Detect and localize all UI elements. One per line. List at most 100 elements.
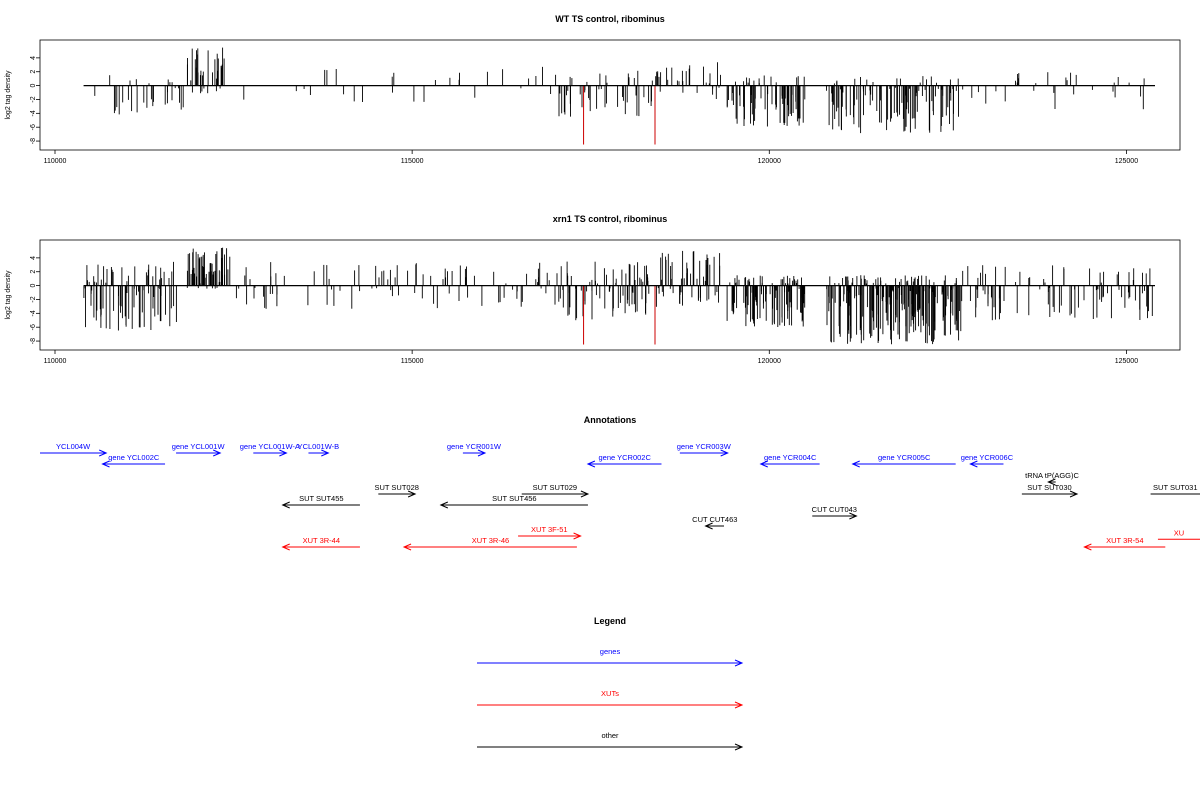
y-axis-label: log2 tag density: [5, 70, 12, 120]
arrow-head: [477, 449, 487, 457]
annotation-xut: XUT 3R-54: [1083, 536, 1166, 551]
annotation-label: XUT 3R-54: [1106, 536, 1143, 545]
annotation-other: SUT SUT029: [521, 483, 590, 498]
annotation-gene: gene YCR002C: [586, 453, 662, 468]
legend-entry: genes: [477, 647, 744, 667]
arrow-head: [1069, 490, 1079, 498]
annotation-label: CUT CUT043: [812, 505, 857, 514]
legend: Legend genes XUTs other: [477, 616, 744, 751]
annotation-other: SUT SUT028: [374, 483, 419, 498]
annotations-title: Annotations: [584, 415, 637, 425]
annotation-label: gene YCR003W: [677, 442, 732, 451]
annotation-label: gene YCL002C: [108, 453, 160, 462]
y-tick-label: -8: [30, 338, 37, 344]
y-tick-label: -6: [30, 324, 37, 330]
arrow-head: [851, 460, 860, 468]
y-tick-label: 4: [30, 56, 37, 60]
y-tick-label: 0: [30, 84, 37, 88]
annotation-gene: gene YCR003W: [677, 442, 732, 457]
annotation-label: SUT SUT456: [492, 494, 536, 503]
annotation-xut: XUT 3R-46: [402, 536, 577, 551]
arrow-head: [281, 543, 290, 551]
annotation-xut: XU: [1157, 528, 1200, 540]
y-tick-label: -8: [30, 138, 37, 144]
x-tick-label: 120000: [758, 358, 781, 365]
annotation-gene: gene YCR006C: [961, 453, 1014, 468]
arrow-head: [212, 449, 222, 457]
legend-label: other: [601, 731, 619, 740]
legend-items: genes XUTs other: [477, 647, 744, 751]
annotation-label: SUT SUT031: [1153, 483, 1197, 492]
x-tick-label: 110000: [44, 158, 67, 165]
annotation-label: gene YCR005C: [878, 453, 931, 462]
arrow-head: [734, 743, 744, 751]
track-panels: WT TS control, ribominus 4 2 0 -2 -4 -6 -8 log2 …: [5, 14, 1181, 365]
legend-label: genes: [600, 647, 621, 656]
y-tick-label: 0: [30, 284, 37, 288]
arrow-head: [1047, 478, 1056, 486]
annotation-gene: gene YCR004C: [759, 453, 820, 468]
arrow-head: [704, 522, 713, 530]
plot-frame: [39, 239, 1181, 351]
arrow-head: [279, 449, 288, 457]
x-tick-label: 115000: [401, 158, 424, 165]
y-tick-label: -6: [30, 124, 37, 130]
annotation-label: SUT SUT030: [1027, 483, 1071, 492]
arrow-head: [101, 460, 110, 468]
y-tick-label: 2: [30, 70, 37, 74]
y-tick-label: 2: [30, 270, 37, 274]
annotation-other: SUT SUT031: [1150, 483, 1200, 495]
arrow-head: [321, 449, 330, 457]
x-tick-label: 110000: [44, 358, 67, 365]
arrow-head: [969, 460, 978, 468]
arrow-head: [98, 449, 108, 457]
annotation-label: SUT SUT029: [533, 483, 577, 492]
annotation-label: XUT 3R-46: [472, 536, 509, 545]
track-panel-1: WT TS control, ribominus 4 2 0 -2 -4 -6 -8 log2 …: [5, 14, 1181, 165]
y-tick-label: -4: [30, 110, 37, 116]
legend-entry: XUTs: [477, 689, 744, 709]
arrow-head: [734, 701, 744, 709]
y-axis-label: log2 tag density: [5, 270, 12, 320]
y-tick-label: -4: [30, 310, 37, 316]
annotation-label: YCL001W-B: [298, 442, 340, 451]
y-tick-label: -2: [30, 96, 37, 102]
annotation-other: SUT SUT030: [1021, 483, 1079, 498]
arrow-head: [281, 501, 290, 509]
annotation-label: XUT 3R-44: [303, 536, 340, 545]
annotation-gene: gene YCL001W-A: [240, 442, 300, 457]
annotation-label: gene YCR004C: [764, 453, 817, 462]
panel-title: WT TS control, ribominus: [555, 14, 665, 24]
annotation-label: gene YCR006C: [961, 453, 1014, 462]
annotation-label: gene YCL001W-A: [240, 442, 300, 451]
density-bars: [94, 47, 1145, 145]
annotation-other: SUT SUT455: [281, 494, 360, 509]
annotation-gene: YCL004W: [40, 442, 108, 457]
plot-frame: [39, 39, 1181, 151]
annotation-gene: YCL001W-B: [298, 442, 340, 457]
legend-entry: other: [477, 731, 744, 751]
annotation-other: tRNA tP(AGG)C: [1025, 471, 1079, 486]
annotation-label: CUT CUT463: [692, 515, 737, 524]
annotation-label: SUT SUT455: [299, 494, 343, 503]
annotation-gene: gene YCL001W: [172, 442, 225, 457]
arrow-head: [580, 490, 590, 498]
arrow-head: [734, 659, 744, 667]
annotation-label: gene YCR001W: [447, 442, 502, 451]
density-bars: [83, 247, 1153, 345]
annotation-label: SUT SUT028: [374, 483, 418, 492]
x-tick-label: 125000: [1115, 358, 1138, 365]
annotations-panel: Annotations YCL004W gene YCL002C gene YCL0…: [40, 415, 1200, 551]
annotation-items: YCL004W gene YCL002C gene YCL001W gene YCL0…: [40, 442, 1200, 551]
arrow-head: [759, 460, 768, 468]
y-tick-label: -2: [30, 296, 37, 302]
annotation-label: XUT 3F-51: [531, 525, 568, 534]
annotation-gene: gene YCL002C: [101, 453, 166, 468]
annotation-xut: XUT 3R-44: [281, 536, 360, 551]
y-tick-label: 4: [30, 256, 37, 260]
annotation-xut: XUT 3F-51: [518, 525, 582, 540]
x-tick-label: 115000: [401, 358, 424, 365]
annotation-label: YCL004W: [56, 442, 91, 451]
arrow-head: [720, 449, 729, 457]
annotation-label: tRNA tP(AGG)C: [1025, 471, 1079, 480]
